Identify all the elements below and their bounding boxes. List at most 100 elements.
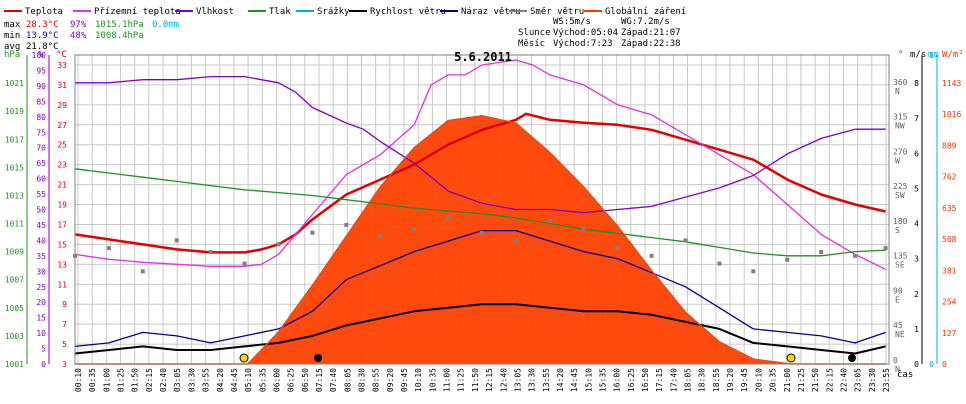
y-tick-label-temp: 25 [57,141,67,150]
y-tick-label-pct: 95 [36,66,46,75]
x-tick-label: 21:00 [783,368,792,392]
astro-sunrise: Východ:05:04 [553,28,618,38]
astro-moonset: Západ:22:38 [621,39,681,49]
x-tick-label: 16:50 [641,368,650,392]
x-tick-label: 22:40 [839,368,848,392]
x-tick-label: 20:35 [769,368,778,392]
astro-block: WS:5m/s WG:7.2m/s Slunce Východ:05:04 Zá… [518,17,681,49]
y-tick-label-temp: 13 [57,260,67,269]
x-tick-label: 07:15 [315,368,324,392]
dir-tick-compass: W [895,156,900,165]
x-tick-label: 06:50 [301,368,310,392]
x-tick-label: 06:00 [272,368,281,392]
x-axis-label: čas [897,369,913,380]
series-area-zareni [75,115,886,364]
y-tick-label-temp: 9 [62,300,67,309]
astro-sunset: Západ:21:07 [621,28,681,38]
y-tick-label-hpa: 1019 [5,107,24,116]
x-tick-label: 09:20 [386,368,395,392]
x-tick-label: 18:55 [712,368,721,392]
legend-label-tlak: Tlak [269,7,291,17]
x-tick-label: 12:40 [499,368,508,392]
dir-tick-value: 45 [893,321,903,330]
dir-tick-value: 270 [893,147,908,156]
y-tick-label-temp: 17 [57,220,67,229]
wm2-tick-label: 762 [942,173,957,182]
y-tick-label-temp: 21 [57,181,67,190]
x-tick-label: 03:30 [187,368,196,392]
unit-pct: % [38,50,44,60]
y-tick-label-pct: 75 [36,128,46,137]
wm2-tick-label: 635 [942,204,957,213]
wm2-tick-label: 1143 [942,79,961,88]
wm2-tick-label: 889 [942,141,957,150]
ms-tick-label: 6 [914,149,919,158]
x-tick-label: 14:45 [570,368,579,392]
point-smer [853,253,858,258]
unit-ms: m/s [910,50,926,60]
series-line-pocitova [74,59,886,270]
stats-max-label: max [4,20,21,30]
point-smer [785,257,790,262]
y-tick-label-pct: 20 [36,298,46,307]
stats-min-hum: 48% [70,31,87,41]
wm2-tick-label: 508 [942,235,957,244]
y-tick-label-hpa: 1001 [5,360,24,369]
point-smer [683,238,688,243]
x-tick-label: 17:15 [655,368,664,392]
x-tick-label: 22:15 [825,368,834,392]
y-tick-label-hpa: 1011 [5,220,24,229]
x-tick-label: 13:55 [542,368,551,392]
stats-max-hum: 97% [70,20,87,30]
unit-mm: mm [928,50,939,60]
point-smer [344,222,349,227]
x-tick-label: 08:05 [343,368,352,392]
x-tick-label: 18:05 [684,368,693,392]
y-tick-label-pct: 65 [36,159,46,168]
y-tick-label-temp: 31 [57,81,67,90]
stats-block: max 28.3°C 97% 1015.1hPa 0.0mm min 13.9°… [4,20,179,52]
y-tick-label-temp: 33 [57,61,67,70]
point-smer [547,219,552,224]
point-smer [480,230,484,235]
dir-tick-value: 0 [893,356,898,365]
stats-min-temp: 13.9°C [26,31,59,41]
x-tick-label: 11:25 [457,368,466,392]
x-tick-label: 12:15 [485,368,494,392]
x-tick-label: 14:20 [556,368,565,392]
legend-label-teplota: Teplota [25,7,63,17]
mm-tick-label: 1 [929,51,934,60]
x-tick-label: 04:45 [230,368,239,392]
y-tick-label-pct: 90 [36,82,46,91]
point-smer [446,215,451,220]
y-tick-label-temp: 27 [57,121,67,130]
x-tick-label: 05:35 [258,368,267,392]
wm2-tick-label: 1016 [942,110,961,119]
sunrise-marker [239,353,249,363]
point-smer [649,253,654,258]
point-smer [106,246,111,251]
ms-tick-label: 3 [914,255,919,264]
x-tick-label: 17:40 [669,368,678,392]
point-smer [276,242,281,247]
ms-tick-label: 7 [914,114,919,123]
y-tick-label-temp: 11 [57,280,67,289]
y-tick-label-hpa: 1009 [5,248,24,257]
point-smer [310,230,315,235]
x-tick-label: 21:50 [811,368,820,392]
y-tick-label-pct: 45 [36,221,46,230]
y-tick-label-hpa: 1005 [5,304,24,313]
axes: 1001100310051007100910111013101510171019… [5,51,962,374]
wind-direction-points [73,215,888,274]
y-tick-label-pct: 70 [36,144,46,153]
series-line-zareni [75,114,886,365]
x-tick-label: 10:10 [414,368,423,392]
y-tick-label-hpa: 1013 [5,191,24,200]
astro-ws: WS:5m/s [553,17,591,27]
x-axis-ticks: 00:10 00:35 01:00 01:25 01:50 02:15 02:40 03:05… [74,368,891,392]
stats-min-label: min [4,31,20,41]
y-tick-label-pct: 55 [36,190,46,199]
point-smer [751,269,756,274]
x-tick-label: 07:40 [329,368,338,392]
